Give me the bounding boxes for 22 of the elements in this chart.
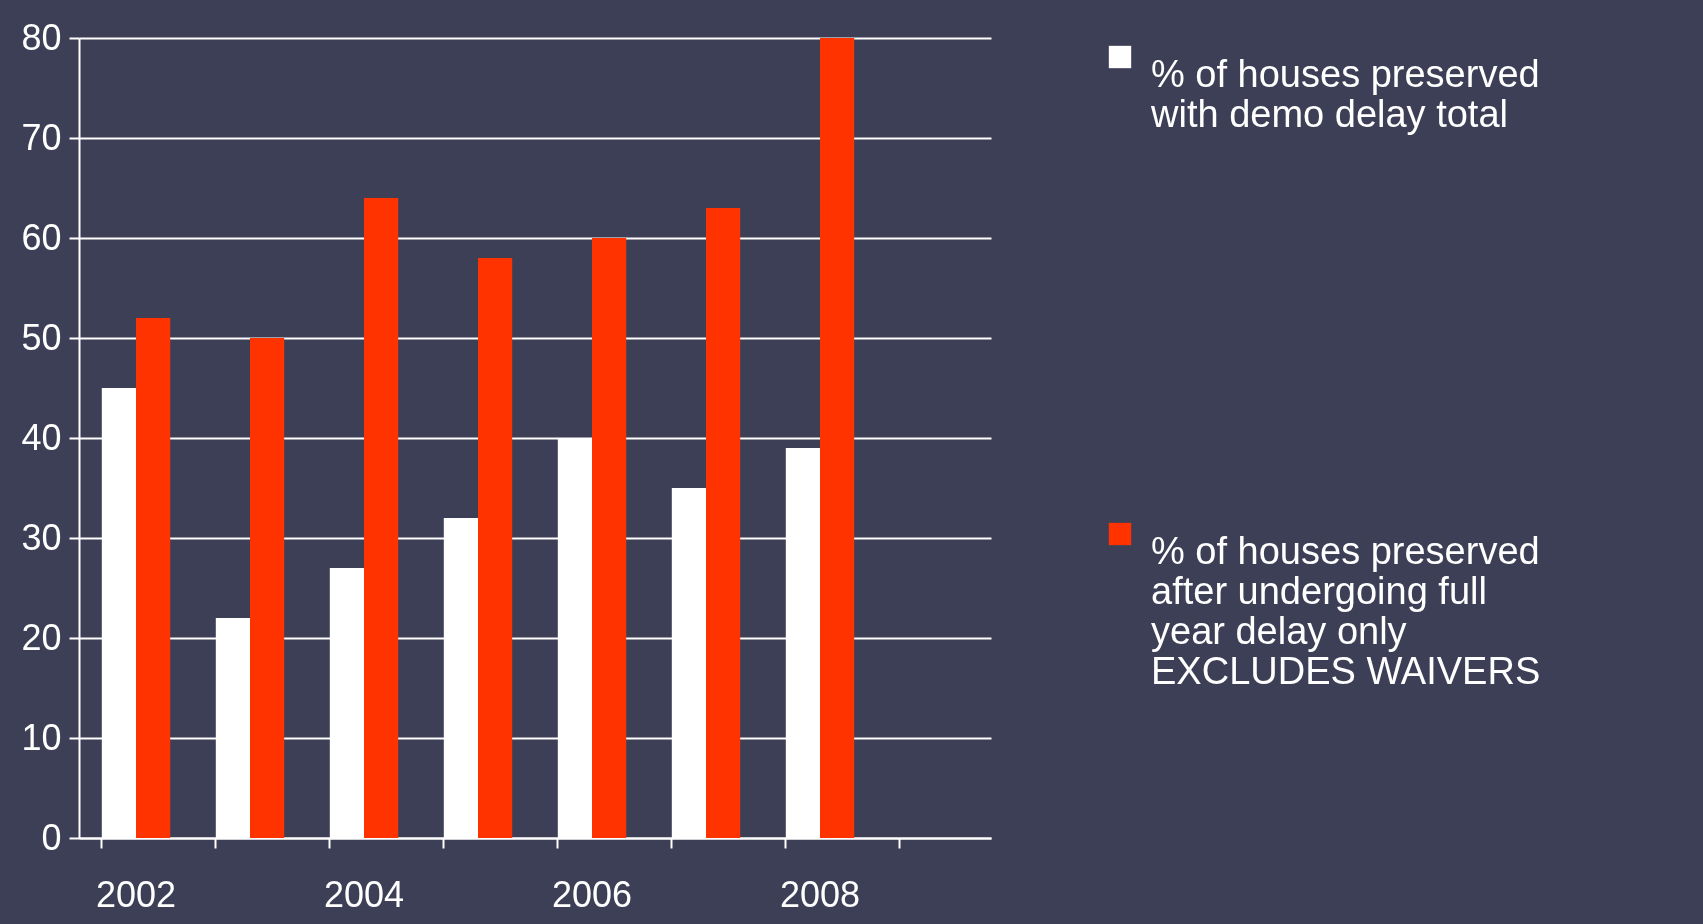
bar <box>136 318 171 838</box>
x-tick-label: 2002 <box>95 873 177 915</box>
bar <box>592 238 627 838</box>
y-tick-label: 0 <box>41 816 62 858</box>
x-tick-label: 2006 <box>551 873 633 915</box>
bar <box>364 198 399 838</box>
legend-label: % of houses preserved after undergoing full year delay only EXCLUDES WAIVERS <box>1151 530 1541 692</box>
x-tick-label: 2008 <box>779 873 861 915</box>
y-tick-label: 40 <box>21 416 62 458</box>
x-tick-label: 2004 <box>323 873 405 915</box>
y-tick-label: 60 <box>21 216 62 258</box>
y-tick-label: 20 <box>21 616 62 658</box>
bar <box>706 208 741 838</box>
y-tick-label: 80 <box>21 16 62 58</box>
y-tick-label: 70 <box>21 116 62 158</box>
legend-label: % of houses preserved with demo delay total <box>1150 53 1540 135</box>
bar <box>478 258 513 838</box>
y-tick-label: 50 <box>21 316 62 358</box>
y-tick-label: 30 <box>21 516 62 558</box>
bar <box>820 38 855 838</box>
bar <box>250 338 285 838</box>
y-tick-label: 10 <box>21 716 62 758</box>
